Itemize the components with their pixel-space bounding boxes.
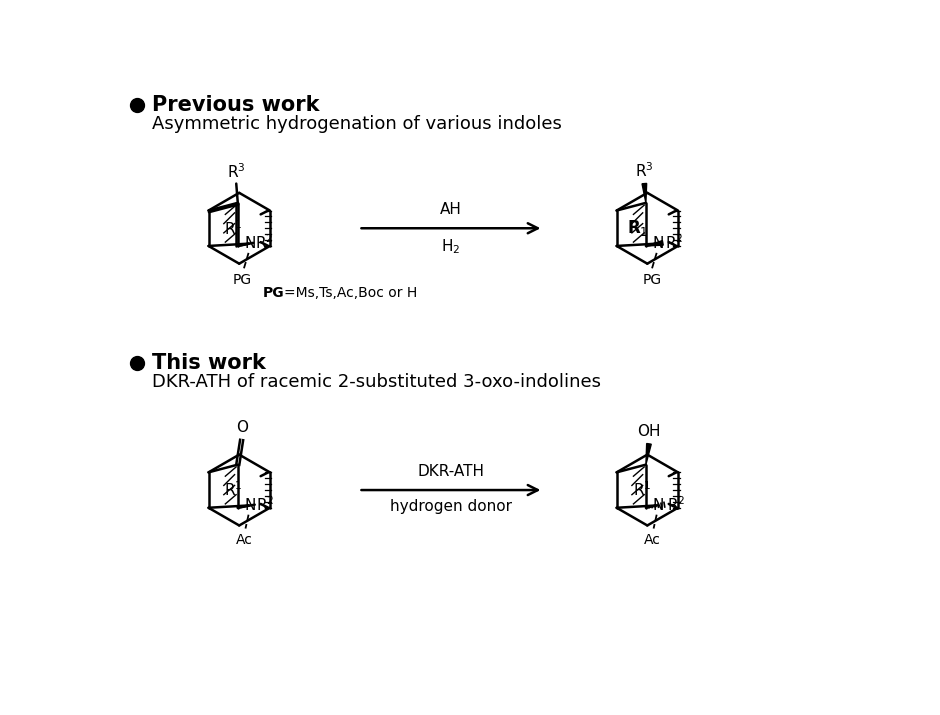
Text: R$^3$: R$^3$ bbox=[227, 162, 245, 182]
Text: R$^2$: R$^2$ bbox=[257, 495, 274, 514]
Text: R$^3$: R$^3$ bbox=[635, 161, 653, 179]
Text: Ac: Ac bbox=[644, 533, 661, 547]
Text: R$_1$: R$_1$ bbox=[627, 218, 649, 238]
Text: O: O bbox=[236, 420, 247, 435]
Text: R$^2$: R$^2$ bbox=[666, 234, 683, 252]
Text: =Ms,Ts,Ac,Boc or H: =Ms,Ts,Ac,Boc or H bbox=[284, 286, 417, 300]
Polygon shape bbox=[646, 241, 664, 246]
Text: R$^2$: R$^2$ bbox=[255, 234, 274, 252]
Text: R$^1$: R$^1$ bbox=[225, 480, 243, 499]
Text: Previous work: Previous work bbox=[152, 95, 320, 115]
Text: DKR-ATH of racemic 2-substituted 3-oxo-indolines: DKR-ATH of racemic 2-substituted 3-oxo-i… bbox=[152, 373, 602, 391]
Text: PG: PG bbox=[262, 286, 284, 300]
Text: PG: PG bbox=[233, 273, 252, 287]
Text: H$_2$: H$_2$ bbox=[441, 237, 461, 256]
Text: R$^1$: R$^1$ bbox=[633, 480, 651, 499]
Text: Asymmetric hydrogenation of various indoles: Asymmetric hydrogenation of various indo… bbox=[152, 115, 562, 133]
Text: N: N bbox=[244, 236, 256, 251]
Text: This work: This work bbox=[152, 353, 266, 373]
Text: N: N bbox=[244, 498, 256, 513]
Text: hydrogen donor: hydrogen donor bbox=[390, 499, 512, 514]
Text: N: N bbox=[652, 236, 664, 251]
Text: DKR-ATH: DKR-ATH bbox=[417, 464, 484, 479]
Text: N: N bbox=[652, 498, 664, 513]
Polygon shape bbox=[646, 443, 651, 465]
Text: AH: AH bbox=[440, 202, 462, 217]
Text: PG: PG bbox=[642, 273, 662, 287]
Text: OH: OH bbox=[637, 424, 661, 439]
Polygon shape bbox=[642, 184, 647, 203]
Text: Ac: Ac bbox=[236, 533, 252, 547]
Text: R$^2$: R$^2$ bbox=[666, 495, 685, 514]
Text: R$^1$: R$^1$ bbox=[225, 219, 243, 237]
